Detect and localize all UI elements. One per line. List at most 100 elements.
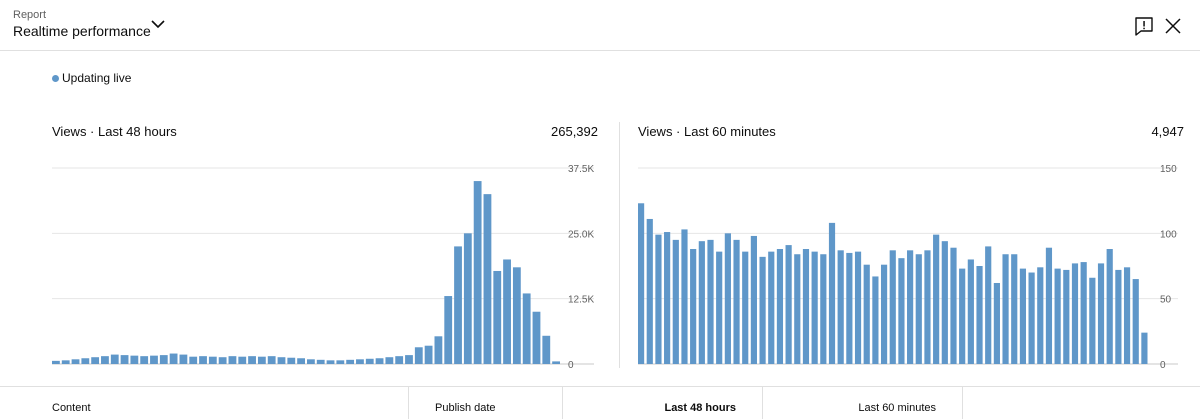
chevron-down-icon[interactable] — [148, 14, 168, 34]
chart-bar[interactable] — [375, 358, 384, 364]
chart-bar[interactable] — [140, 356, 149, 364]
chart-bar[interactable] — [863, 264, 870, 364]
chart-bar[interactable] — [267, 356, 276, 364]
chart-bar[interactable] — [1141, 332, 1148, 364]
chart-bar[interactable] — [71, 359, 80, 364]
column-last-60-minutes[interactable]: Last 60 minutes — [762, 387, 962, 419]
chart-bar[interactable] — [724, 233, 731, 364]
chart-bar[interactable] — [707, 239, 714, 364]
chart-bar[interactable] — [81, 358, 90, 364]
chart-bar[interactable] — [1115, 269, 1122, 364]
chart-bar[interactable] — [664, 232, 671, 364]
chart-bar[interactable] — [483, 194, 492, 364]
chart-bar[interactable] — [365, 358, 374, 364]
chart-bar[interactable] — [880, 264, 888, 364]
chart-bar[interactable] — [228, 356, 237, 364]
chart-bar[interactable] — [1063, 269, 1070, 364]
report-selector-title[interactable]: Realtime performance — [13, 23, 151, 39]
column-last-48-hours[interactable]: Last 48 hours — [562, 387, 762, 419]
close-icon[interactable] — [1162, 15, 1184, 37]
chart-bar[interactable] — [130, 355, 139, 364]
chart-bar[interactable] — [872, 276, 879, 364]
chart-bar[interactable] — [759, 256, 766, 364]
chart-bar[interactable] — [150, 355, 158, 364]
chart-bar[interactable] — [199, 356, 207, 364]
chart-bar[interactable] — [924, 250, 931, 364]
chart-bar[interactable] — [837, 250, 844, 364]
chart-bar[interactable] — [768, 251, 775, 364]
chart-bar[interactable] — [672, 239, 679, 364]
chart-bar[interactable] — [405, 355, 413, 364]
chart-bar[interactable] — [985, 246, 992, 364]
chart-bar[interactable] — [473, 181, 482, 364]
chart-bar[interactable] — [907, 250, 914, 364]
chart-bar[interactable] — [208, 356, 217, 364]
chart-bar[interactable] — [248, 356, 256, 364]
chart-bar[interactable] — [889, 250, 896, 364]
chart-bar[interactable] — [976, 266, 983, 364]
chart-bar[interactable] — [690, 249, 697, 364]
chart-bar[interactable] — [1106, 249, 1113, 364]
chart-bar[interactable] — [522, 293, 531, 364]
chart-bar[interactable] — [532, 311, 541, 364]
chart-bar[interactable] — [238, 356, 247, 364]
chart-bar[interactable] — [424, 345, 433, 364]
chart-bar[interactable] — [1080, 262, 1087, 364]
chart-bar[interactable] — [169, 353, 178, 364]
chart-bar[interactable] — [277, 357, 286, 364]
chart-bar[interactable] — [846, 252, 853, 364]
chart-bar[interactable] — [356, 359, 364, 364]
chart-bar[interactable] — [257, 356, 266, 364]
chart-bar[interactable] — [933, 234, 940, 364]
chart-bar[interactable] — [1132, 279, 1139, 364]
chart-bar[interactable] — [1071, 263, 1079, 364]
chart-bar[interactable] — [785, 245, 792, 364]
chart-bar[interactable] — [1011, 254, 1018, 364]
chart-bar[interactable] — [179, 354, 188, 364]
chart-bar[interactable] — [802, 249, 810, 364]
chart-bar[interactable] — [1045, 247, 1053, 364]
chart-bar[interactable] — [1019, 268, 1027, 364]
chart-bar[interactable] — [326, 360, 335, 364]
chart-bar[interactable] — [811, 251, 818, 364]
chart-bar[interactable] — [733, 239, 740, 364]
chart-bar[interactable] — [434, 336, 443, 364]
chart-bar[interactable] — [385, 357, 394, 364]
chart-bar[interactable] — [1028, 272, 1035, 364]
chart-bar[interactable] — [950, 247, 957, 364]
chart-bar[interactable] — [959, 268, 966, 364]
chart-bar[interactable] — [189, 356, 198, 364]
chart-bar[interactable] — [1097, 263, 1105, 364]
chart-bar[interactable] — [1089, 277, 1096, 364]
chart-bar[interactable] — [414, 347, 423, 364]
chart-bar[interactable] — [52, 360, 60, 364]
chart-bar[interactable] — [742, 251, 749, 364]
chart-bar[interactable] — [463, 233, 472, 364]
chart-bar[interactable] — [159, 355, 168, 364]
chart-bar[interactable] — [503, 259, 511, 364]
chart-bar[interactable] — [512, 267, 521, 364]
chart-bar[interactable] — [346, 359, 355, 364]
chart-bar[interactable] — [854, 251, 862, 364]
chart-bar[interactable] — [61, 360, 70, 364]
chart-bar[interactable] — [120, 355, 129, 364]
chart-bar[interactable] — [820, 254, 827, 364]
chart-bar[interactable] — [655, 234, 662, 364]
chart-bar[interactable] — [91, 357, 100, 364]
chart-bar[interactable] — [716, 251, 723, 364]
chart-bar[interactable] — [750, 235, 757, 364]
chart-bar[interactable] — [218, 357, 227, 364]
chart-bar[interactable] — [828, 222, 836, 364]
chart-bar[interactable] — [638, 203, 645, 364]
chart-bar[interactable] — [542, 335, 551, 364]
feedback-icon[interactable] — [1133, 15, 1155, 37]
chart-bar[interactable] — [776, 249, 784, 364]
chart-bar[interactable] — [444, 296, 453, 364]
column-content[interactable]: Content — [52, 402, 91, 414]
column-publish-date[interactable]: Publish date — [408, 387, 562, 419]
chart-bar[interactable] — [297, 358, 305, 364]
chart-bar[interactable] — [307, 359, 315, 364]
chart-bar[interactable] — [316, 359, 325, 364]
chart-bar[interactable] — [110, 354, 119, 364]
chart-bar[interactable] — [336, 360, 345, 364]
